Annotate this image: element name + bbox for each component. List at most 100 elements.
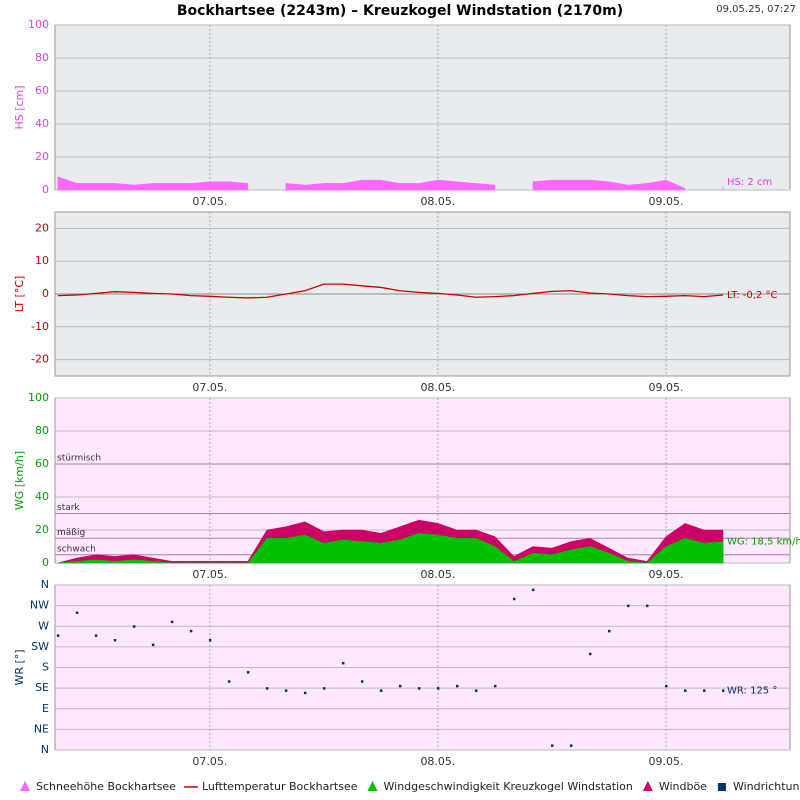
point bbox=[284, 689, 288, 692]
point bbox=[436, 687, 440, 690]
y-axis-label: HS [cm] bbox=[13, 85, 26, 129]
point bbox=[227, 680, 231, 683]
point bbox=[684, 689, 687, 692]
legend-swatch bbox=[717, 783, 726, 791]
y-tick-label: 100 bbox=[28, 391, 49, 404]
y-tick-label: SW bbox=[31, 640, 49, 653]
legend-label: Schneehöhe Bockhartsee bbox=[36, 780, 176, 793]
y-tick-label: 80 bbox=[35, 51, 49, 64]
point bbox=[474, 689, 478, 692]
y-axis-label: WG [km/h] bbox=[13, 451, 26, 510]
x-tick-label: 07.05. bbox=[192, 195, 227, 208]
legend-label: Windgeschwindigkeit Kreuzkogel Windstati… bbox=[384, 780, 633, 793]
point bbox=[512, 597, 516, 601]
point bbox=[398, 684, 402, 688]
level-label: stürmisch bbox=[57, 454, 101, 464]
line bbox=[57, 283, 724, 299]
x-tick-label: 07.05. bbox=[192, 568, 227, 581]
y-tick-label: 20 bbox=[35, 523, 49, 536]
point bbox=[189, 629, 193, 633]
plot-background bbox=[54, 24, 791, 191]
chart-title: Bockhartsee (2243m) – Kreuzkogel Windsta… bbox=[177, 3, 623, 19]
y-tick-label: -20 bbox=[31, 353, 49, 366]
point bbox=[246, 671, 250, 674]
point bbox=[132, 625, 136, 628]
point bbox=[341, 661, 345, 665]
point bbox=[208, 639, 212, 642]
y-tick-label: 40 bbox=[35, 117, 49, 130]
y-tick-label: 60 bbox=[35, 84, 49, 97]
x-tick-label: 07.05. bbox=[192, 755, 227, 768]
area bbox=[57, 176, 724, 191]
y-tick-label: E bbox=[42, 702, 49, 715]
level-label: mäßig bbox=[57, 528, 85, 538]
y-tick-label: 20 bbox=[35, 150, 49, 163]
point bbox=[455, 684, 459, 688]
x-tick-label: 07.05. bbox=[192, 381, 227, 394]
y-tick-label: 80 bbox=[35, 424, 49, 437]
point bbox=[379, 689, 383, 692]
y-tick-label: S bbox=[42, 661, 49, 674]
point bbox=[493, 684, 497, 688]
legend-swatch bbox=[642, 781, 653, 791]
point bbox=[569, 744, 573, 747]
point bbox=[645, 604, 649, 608]
x-tick-label: 09.05. bbox=[648, 381, 683, 394]
point bbox=[531, 588, 535, 592]
point bbox=[607, 629, 611, 633]
y-tick-label: W bbox=[38, 619, 49, 632]
point bbox=[94, 634, 98, 637]
y-tick-label: N bbox=[41, 578, 49, 591]
point bbox=[417, 687, 421, 690]
y-axis-label: WR [°] bbox=[13, 649, 26, 685]
legend-label: Windrichtung bbox=[733, 780, 800, 793]
y-tick-label: SE bbox=[35, 681, 49, 694]
timestamp: 09.05.25, 07:27 bbox=[716, 4, 796, 15]
y-tick-label: 10 bbox=[35, 254, 49, 267]
y-tick-label: 100 bbox=[28, 18, 49, 31]
point bbox=[303, 691, 307, 695]
y-tick-label: NW bbox=[30, 599, 49, 612]
y-tick-label: N bbox=[41, 743, 49, 756]
point bbox=[588, 652, 592, 656]
y-tick-label: 60 bbox=[35, 457, 49, 470]
point bbox=[56, 634, 60, 637]
annotation: WG: 18,5 km/h bbox=[727, 537, 800, 548]
point bbox=[360, 680, 364, 683]
x-tick-label: 09.05. bbox=[648, 195, 683, 208]
y-tick-label: 20 bbox=[35, 221, 49, 234]
point bbox=[626, 604, 630, 608]
x-tick-label: 08.05. bbox=[420, 381, 455, 394]
point bbox=[265, 687, 269, 690]
point bbox=[151, 643, 155, 647]
point bbox=[170, 620, 174, 624]
legend-label: Windböe bbox=[659, 780, 707, 793]
x-tick-label: 09.05. bbox=[648, 568, 683, 581]
point bbox=[550, 744, 554, 747]
annotation: WR: 125 ° bbox=[727, 685, 777, 696]
legend-label: Lufttemperatur Bockhartsee bbox=[202, 780, 358, 793]
legend: Schneehöhe Bockhartsee Lufttemperatur Boc… bbox=[20, 780, 800, 793]
y-tick-label: 40 bbox=[35, 490, 49, 503]
point bbox=[664, 684, 668, 688]
point bbox=[703, 689, 706, 692]
x-tick-label: 08.05. bbox=[420, 195, 455, 208]
y-tick-label: 0 bbox=[42, 183, 49, 196]
legend-swatch bbox=[20, 781, 30, 791]
y-tick-label: 0 bbox=[42, 287, 49, 300]
annotation: LT: -0,2 °C bbox=[727, 290, 777, 301]
x-tick-label: 08.05. bbox=[420, 755, 455, 768]
annotation: HS: 2 cm bbox=[727, 177, 772, 188]
y-tick-label: 0 bbox=[42, 556, 49, 569]
level-label: schwach bbox=[57, 544, 96, 554]
y-tick-label: NE bbox=[34, 722, 49, 735]
point bbox=[722, 689, 725, 692]
legend-swatch bbox=[367, 781, 378, 791]
y-tick-label: -10 bbox=[31, 320, 49, 333]
point bbox=[113, 639, 117, 642]
y-axis-label: LT [°C] bbox=[13, 276, 26, 313]
x-tick-label: 09.05. bbox=[648, 755, 683, 768]
x-tick-label: 08.05. bbox=[420, 568, 455, 581]
area bbox=[57, 533, 724, 564]
